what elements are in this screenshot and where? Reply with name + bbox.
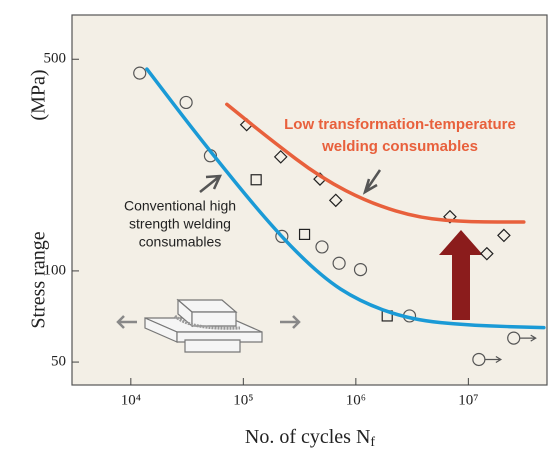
x-tick-label: 10⁵ [233, 392, 253, 408]
y-axis-label: Stress range [28, 231, 50, 328]
x-axis-label-main: No. of cycles N [245, 426, 371, 448]
y-tick-label: 50 [51, 354, 66, 370]
y-axis-unit: (MPa) [28, 69, 50, 120]
annotation: welding consumables [321, 138, 478, 155]
x-tick-label: 10⁴ [121, 392, 141, 408]
x-axis-label: No. of cycles Nf [245, 426, 376, 451]
x-axis-label-sub: f [370, 435, 375, 450]
chart: Stress range (MPa) No. of cycles Nf 10⁴ 1… [0, 0, 551, 452]
annotation: Conventional high [124, 198, 236, 214]
x-tick-label: 10⁶ [346, 392, 366, 408]
annotation: strength welding [129, 216, 231, 232]
annotation: Low transformation-temperature [284, 116, 516, 133]
page: {"chart_data": {"type": "scatter", "xlab… [0, 0, 551, 452]
annotation: consumables [139, 234, 222, 250]
y-tick-label: 100 [44, 262, 67, 278]
x-tick-label: 10⁷ [458, 392, 478, 408]
y-tick-label: 500 [44, 51, 67, 67]
